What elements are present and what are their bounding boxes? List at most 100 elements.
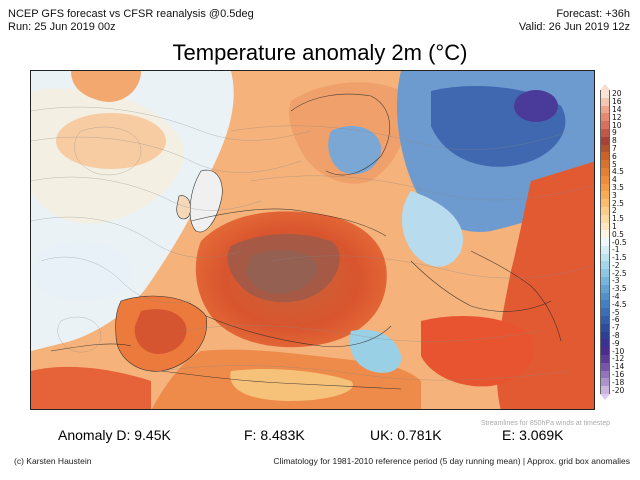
- climatology-note: Climatology for 1981-2010 reference peri…: [273, 456, 630, 466]
- colorbar-label: -20: [612, 385, 625, 395]
- credit-label: (c) Karsten Haustein: [14, 456, 92, 466]
- colorbar-cell: [600, 121, 610, 130]
- colorbar-label: -2: [612, 260, 620, 270]
- uk-region: [189, 169, 223, 233]
- colorbar-cell: [600, 245, 610, 255]
- colorbar-cell: [600, 105, 610, 114]
- colorbar-cell: [600, 191, 610, 200]
- colorbar-label: 1.5: [612, 214, 624, 224]
- colorbar-label: -4: [612, 292, 620, 302]
- colorbar-cell: [600, 160, 610, 169]
- colorbar-cell: [600, 144, 610, 153]
- colorbar-cell: [600, 370, 610, 379]
- colorbar-cell: [600, 386, 610, 395]
- colorbar-cell: [600, 152, 610, 161]
- colorbar-cell: [600, 238, 610, 247]
- colorbar-cell: [600, 113, 610, 122]
- colorbar-label: -4.5: [612, 299, 627, 309]
- stat-anomaly-d: Anomaly D: 9.45K: [58, 427, 171, 443]
- turkey-region: [421, 316, 534, 387]
- colorbar-cell: [600, 355, 610, 364]
- colorbar-label: 10: [612, 120, 622, 130]
- colorbar-label: -3: [612, 276, 620, 286]
- header-left: NCEP GFS forecast vs CFSR reanalysis @0.…: [8, 8, 254, 34]
- header-right: Forecast: +36h Valid: 26 Jun 2019 12z: [519, 8, 630, 34]
- colorbar-cell: [600, 128, 610, 138]
- colorbar-label: -8: [612, 331, 620, 341]
- streamlines-note: Streamlines for 850hPa winds at timestep: [480, 420, 610, 427]
- colorbar-cell: [600, 331, 610, 340]
- colorbar-top-triangle: [600, 84, 610, 90]
- colorbar-label: 3: [612, 190, 617, 200]
- colorbar-label: 20: [612, 89, 622, 99]
- colorbar-cell: [600, 339, 610, 348]
- colorbar-cell: [600, 97, 610, 107]
- colorbar-label: 0.5: [612, 229, 624, 239]
- stats-bar: Anomaly D: 9.45K F: 8.483K UK: 0.781K E:…: [0, 427, 640, 447]
- colorbar-cell: [600, 316, 610, 325]
- colorbar-label: -12: [612, 354, 625, 364]
- valid-time-label: Valid: 26 Jun 2019 12z: [518, 21, 630, 33]
- colorbar-cell: [600, 277, 610, 286]
- colorbar-label: -14: [612, 362, 625, 372]
- stat-uk: UK: 0.781K: [370, 427, 442, 443]
- colorbar-cell: [600, 175, 610, 185]
- colorbar-label: 7: [612, 143, 617, 153]
- wind-streamlines: [31, 106, 592, 381]
- colorbar-label: -6: [612, 315, 620, 325]
- colorbar-cell: [600, 214, 610, 223]
- colorbar-cell: [600, 222, 610, 231]
- colorbar-cell: [600, 183, 610, 192]
- run-label: Run: 25 Jun 2019 00z: [8, 21, 116, 33]
- colorbar-cell: [600, 308, 610, 317]
- colorbar-label: -0.5: [612, 237, 627, 247]
- colorbar-label: -9: [612, 338, 620, 348]
- model-label: NCEP GFS forecast vs CFSR reanalysis @0.…: [8, 8, 254, 20]
- colorbar-cell: [600, 253, 610, 262]
- temperature-anomaly-map: [30, 70, 595, 410]
- colorbar-label: -18: [612, 377, 625, 387]
- colorbar-label: -1: [612, 245, 620, 255]
- colorbar-label: -1.5: [612, 253, 627, 263]
- colorbar-label: 1: [612, 221, 617, 231]
- colorbar-label: 9: [612, 128, 617, 138]
- colorbar-cell: [600, 206, 610, 216]
- colorbar-cell: [600, 292, 610, 301]
- colorbar-label: 5: [612, 159, 617, 169]
- colorbar-cell: [600, 167, 610, 177]
- colorbar-cell: [600, 230, 610, 239]
- colorbar-label: -10: [612, 346, 625, 356]
- colorbar-label: 3.5: [612, 182, 624, 192]
- colorbar-label: -7: [612, 323, 620, 333]
- colorbar-label: 2.5: [612, 198, 624, 208]
- colorbar-cell: [600, 323, 610, 333]
- colorbar: [600, 84, 610, 400]
- colorbar-label: 8: [612, 136, 617, 146]
- colorbar-cell: [600, 199, 610, 208]
- colorbar-cell: [600, 284, 610, 294]
- colorbar-cell: [600, 90, 610, 99]
- colorbar-label: 12: [612, 112, 622, 122]
- stat-f: F: 8.483K: [244, 427, 305, 443]
- colorbar-label: 2: [612, 206, 617, 216]
- colorbar-cell: [600, 269, 610, 278]
- colorbar-label: 4: [612, 175, 617, 185]
- colorbar-label: -2.5: [612, 268, 627, 278]
- colorbar-cell: [600, 136, 610, 146]
- colorbar-label: 6: [612, 151, 617, 161]
- colorbar-label: 16: [612, 97, 622, 107]
- colorbar-label: 4.5: [612, 167, 624, 177]
- coastlines: [50, 93, 562, 390]
- colorbar-cell: [600, 362, 610, 372]
- forecast-label: Forecast: +36h: [556, 8, 630, 20]
- colorbar-label: 14: [612, 104, 622, 114]
- colorbar-label: -5: [612, 307, 620, 317]
- colorbar-cell: [600, 300, 610, 309]
- colorbar-bottom-triangle: [600, 394, 610, 400]
- colorbar-cell: [600, 347, 610, 356]
- colorbar-label: -16: [612, 370, 625, 379]
- stat-e: E: 3.069K: [502, 427, 564, 443]
- map-title: Temperature anomaly 2m (°C): [172, 40, 468, 65]
- colorbar-label: -3.5: [612, 284, 627, 294]
- colorbar-cell: [600, 261, 610, 270]
